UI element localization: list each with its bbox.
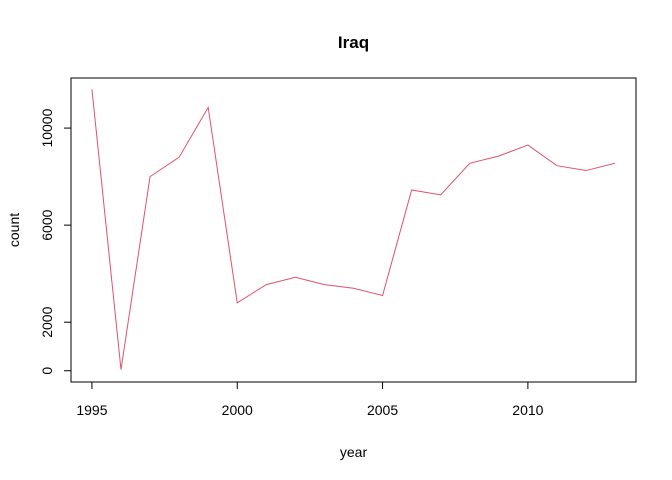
y-tick-label: 2000 <box>39 306 55 337</box>
y-tick-label: 0 <box>39 367 55 375</box>
x-axis-label: year <box>340 444 368 460</box>
y-tick-label: 10000 <box>39 108 55 147</box>
x-tick-label: 2000 <box>222 402 253 418</box>
x-axis: 1995 2000 2005 2010 <box>76 381 544 418</box>
plot-frame <box>70 77 637 383</box>
series-line <box>91 89 616 370</box>
x-tick-label: 2010 <box>512 402 543 418</box>
x-tick-label: 1995 <box>76 402 107 418</box>
chart-title: Iraq <box>338 33 369 52</box>
y-tick-label: 6000 <box>39 209 55 240</box>
y-axis: 0 2000 6000 10000 <box>39 108 72 375</box>
y-axis-label: count <box>6 213 22 247</box>
x-tick-label: 2005 <box>367 402 398 418</box>
series-layer <box>91 89 616 370</box>
